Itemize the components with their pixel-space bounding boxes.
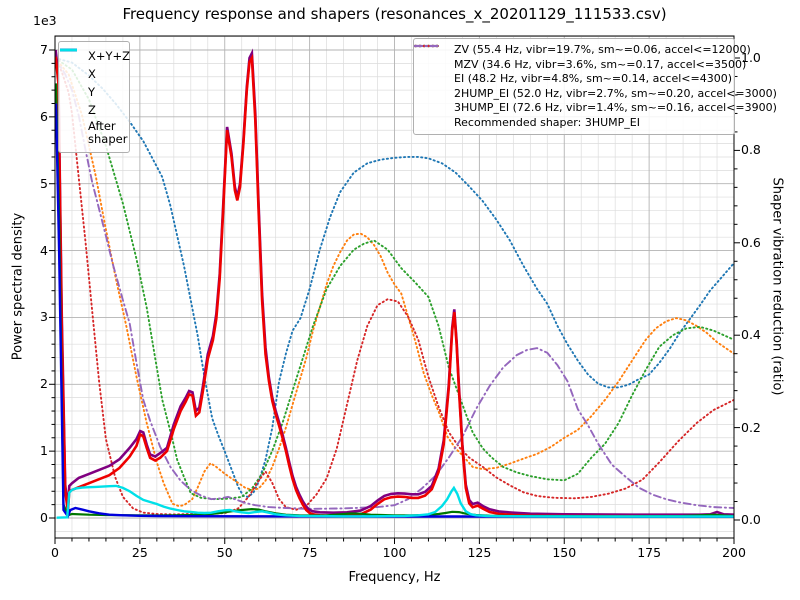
legend-item-x: X [60, 48, 124, 82]
y-left-tick-label: 6 [40, 108, 48, 124]
legend-label: ZV (55.4 Hz, vibr=19.7%, sm~=0.06, accel… [454, 43, 751, 56]
2hump-ei-line-swatch [414, 44, 449, 101]
legend-item-y: Y [60, 48, 124, 100]
x-tick-label: 0 [51, 545, 59, 560]
y-right-tick-label: 0.0 [741, 512, 761, 527]
after-shaper-line-swatch [60, 48, 83, 141]
curve-after-shaper [56, 484, 734, 519]
x-tick-label: 125 [467, 545, 492, 560]
x-tick-label: 200 [722, 545, 746, 560]
3hump-ei-line-swatch [414, 44, 449, 115]
legend-item-zv: ZV (55.4 Hz, vibr=19.7%, sm~=0.06, accel… [414, 43, 751, 58]
curve-ei [55, 57, 734, 501]
legend-label: X [88, 66, 96, 81]
legend-label: 2HUMP_EI (52.0 Hz, vibr=2.7%, sm~=0.20, … [454, 86, 777, 100]
legend-label: X+Y+Z [88, 48, 131, 63]
curve-x [55, 53, 734, 518]
x-tick-label: 150 [552, 545, 577, 560]
y-left-tick-label: 7 [40, 42, 48, 57]
x-axis-label: Frequency, Hz [348, 570, 441, 585]
y-right-tick-label: 0.6 [741, 234, 761, 250]
recommended-shaper-text: Recommended shaper: 3HUMP_EI [454, 115, 640, 129]
curve-zv [55, 57, 734, 498]
y-left-tick-label: 4 [40, 242, 48, 258]
legend-item-after-shaper: After shaper [60, 48, 128, 146]
legend-label: Z [88, 102, 96, 117]
legend-label: Y [88, 84, 96, 99]
x-tick-label: 25 [131, 545, 148, 560]
curve-mzv [55, 57, 734, 508]
legend-label: MZV (34.6 Hz, vibr=3.6%, sm~=0.17, accel… [454, 57, 747, 71]
y-left-tick-label: 1 [40, 443, 48, 459]
x-tick-label: 75 [301, 545, 318, 560]
chart-title: Frequency response and shapers (resonanc… [122, 5, 667, 23]
tick-marks [49, 49, 740, 544]
legend-item-2hump-ei: 2HUMP_EI (52.0 Hz, vibr=2.7%, sm~=0.20, … [414, 44, 777, 102]
legend-item-mzv: MZV (34.6 Hz, vibr=3.6%, sm~=0.17, accel… [414, 44, 746, 73]
legend-item-z: Z [60, 48, 124, 118]
x-tick-label: 175 [637, 545, 662, 560]
y-left-tick-label: 5 [40, 175, 48, 191]
legend-item-3hump-ei: 3HUMP_EI (72.6 Hz, vibr=1.4%, sm~=0.16, … [414, 44, 777, 116]
shaper-curves [55, 57, 734, 516]
legend-label: 3HUMP_EI (72.6 Hz, vibr=1.4%, sm~=0.16, … [454, 101, 777, 114]
y-line-swatch [60, 48, 83, 100]
legend-label: After shaper [88, 119, 128, 146]
x-tick-label: 100 [382, 545, 407, 560]
legend-label: EI (48.2 Hz, vibr=4.8%, sm~=0.14, accel<… [454, 72, 732, 85]
y-axis-offset-text: 1e3 [33, 13, 57, 28]
legend-shapers: ZV (55.4 Hz, vibr=19.7%, sm~=0.06, accel… [413, 38, 777, 135]
y-left-tick-label: 2 [40, 376, 48, 392]
curve-2hump-ei [55, 57, 734, 516]
empty-swatch [422, 116, 449, 130]
y-right-tick-label: 0.8 [741, 142, 761, 158]
z-line-swatch [60, 48, 83, 118]
y-axis-left-label: Power spectral density [10, 212, 26, 361]
y-left-tick-label: 3 [40, 309, 48, 325]
y-right-tick-label: 1.0 [741, 50, 761, 65]
y-axis-right-label: Shaper vibration reduction (ratio) [769, 177, 785, 396]
y-right-tick-label: 0.2 [741, 419, 761, 435]
mzv-line-swatch [414, 44, 449, 72]
ei-line-swatch [414, 44, 449, 86]
x-tick-label: 50 [216, 545, 233, 560]
y-left-tick-label: 0 [40, 510, 48, 525]
legend-item-ei: EI (48.2 Hz, vibr=4.8%, sm~=0.14, accel<… [414, 44, 732, 87]
legend-recommended-shaper: Recommended shaper: 3HUMP_EI [422, 116, 726, 131]
y-right-tick-label: 0.4 [741, 327, 761, 343]
x-line-swatch [60, 48, 83, 82]
legend-psd: X+Y+Z X Y Z After shaper [58, 41, 130, 153]
psd-curves [55, 48, 734, 519]
